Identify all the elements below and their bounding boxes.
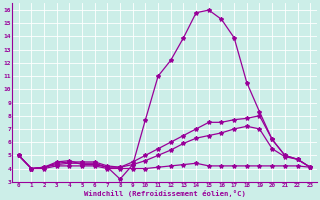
X-axis label: Windchill (Refroidissement éolien,°C): Windchill (Refroidissement éolien,°C): [84, 190, 245, 197]
